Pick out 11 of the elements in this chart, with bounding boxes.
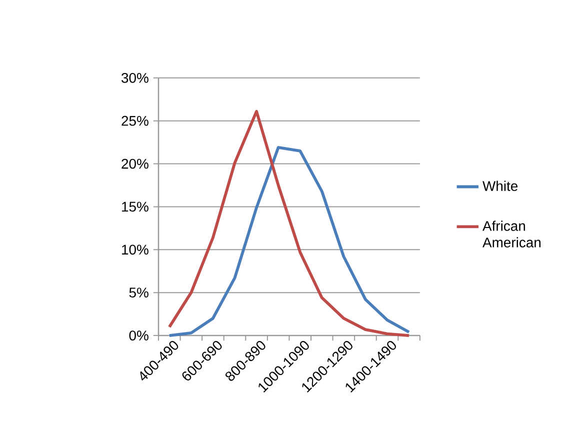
- y-tick-label: 5%: [129, 288, 148, 298]
- legend-label: African American: [482, 220, 541, 248]
- y-tick-label: 25%: [122, 116, 148, 126]
- line-series: [168, 146, 410, 337]
- y-tick-label: 10%: [122, 244, 148, 255]
- y-tick-label: 20%: [122, 158, 148, 169]
- y-tick-label: 0%: [129, 330, 148, 340]
- legend-label: White: [482, 180, 518, 191]
- y-tick-label: 15%: [122, 202, 148, 212]
- y-tick-label: 30%: [122, 72, 148, 83]
- line-series: [168, 110, 410, 337]
